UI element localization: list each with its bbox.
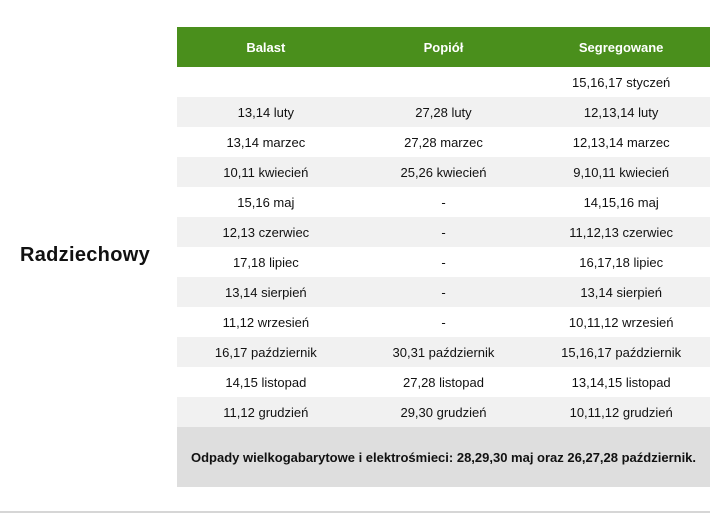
table-row: 10,11 kwiecień 25,26 kwiecień 9,10,11 kwie… (177, 157, 710, 187)
table-body: 15,16,17 styczeń 13,14 luty 27,28 luty 12,1… (177, 67, 710, 427)
table-cell: 12,13,14 luty (532, 97, 710, 127)
table-cell: - (354, 277, 533, 307)
table-row: 11,12 grudzień 29,30 grudzień 10,11,12 gru… (177, 397, 710, 427)
table-cell: 11,12 grudzień (177, 397, 355, 427)
table-cell: 13,14 sierpień (532, 277, 710, 307)
table-row: 13,14 marzec 27,28 marzec 12,13,14 marzec (177, 127, 710, 157)
table-cell: 27,28 marzec (404, 134, 483, 150)
table-cell: 15,16,17 styczeń (572, 74, 671, 90)
table-cell: 10,11,12 wrzesień (568, 314, 674, 330)
table-cell: 25,26 kwiecień (354, 157, 533, 187)
table-cell (177, 67, 355, 97)
table-cell: - (354, 217, 533, 247)
table-cell: 16,17 październik (177, 337, 355, 367)
column-header-segregowane: Segregowane (532, 27, 710, 67)
table-cell: 12,13 czerwiec (177, 217, 355, 247)
table-row: 17,18 lipiec - 16,17,18 lipiec (177, 247, 710, 277)
bulky-waste-note: Odpady wielkogabarytowe i elektrośmieci:… (177, 427, 710, 487)
column-header-balast: Balast (177, 27, 355, 67)
table-row: 13,14 sierpień -13,14 sierpień (177, 277, 710, 307)
table-cell: 27,28 luty (354, 97, 533, 127)
table-cell: 12,13,14 marzec (572, 134, 670, 150)
table-cell: 15,16,17 październik (532, 337, 710, 367)
location-name: Radziechowy (20, 244, 150, 266)
column-header-popiol: Popiół (354, 27, 533, 67)
table-cell: 27,28 listopad (403, 374, 484, 390)
table-cell: 14,15 listopad (225, 374, 307, 390)
table-row: 14,15 listopad 27,28 listopad 13,14,15 lis… (177, 367, 710, 397)
table-row: 16,17 październik 30,31 październik 15,16,… (177, 337, 710, 367)
table-cell: 15,16 maj (237, 194, 295, 210)
table-cell: 29,30 grudzień (354, 397, 533, 427)
table-header-row: Balast Popiół Segregowane (177, 27, 710, 67)
table-row: 15,16 maj - 14,15,16 maj (177, 187, 710, 217)
table-cell: 13,14,15 listopad (571, 374, 671, 390)
table-cell: 14,15,16 maj (583, 194, 659, 210)
table-cell: 16,17,18 lipiec (579, 254, 664, 270)
table-cell (355, 67, 533, 97)
table-cell: 17,18 lipiec (232, 254, 299, 270)
table-cell: 11,12 wrzesień (222, 314, 310, 330)
table-cell: 9,10,11 kwiecień (532, 157, 710, 187)
table-cell: 13,14 luty (177, 97, 355, 127)
table-cell: - (441, 314, 446, 330)
table-row: 11,12 wrzesień - 10,11,12 wrzesień (177, 307, 710, 337)
table-cell: 10,11,12 grudzień (532, 397, 710, 427)
divider (0, 511, 710, 513)
table-cell: 11,12,13 czerwiec (532, 217, 710, 247)
table-row: 12,13 czerwiec -11,12,13 czerwiec (177, 217, 710, 247)
table-cell: - (441, 194, 446, 210)
schedule-table: Balast Popiół Segregowane 15,16,17 stycz… (177, 27, 710, 487)
table-cell: 13,14 sierpień (177, 277, 355, 307)
table-cell: 30,31 październik (354, 337, 533, 367)
table-cell: 13,14 marzec (226, 134, 306, 150)
table-row: 13,14 luty 27,28 luty 12,13,14 luty (177, 97, 710, 127)
note-row: Odpady wielkogabarytowe i elektrośmieci:… (177, 427, 710, 487)
table-row: 15,16,17 styczeń (177, 67, 710, 97)
table-cell: 10,11 kwiecień (177, 157, 355, 187)
table-cell: - (441, 254, 446, 270)
